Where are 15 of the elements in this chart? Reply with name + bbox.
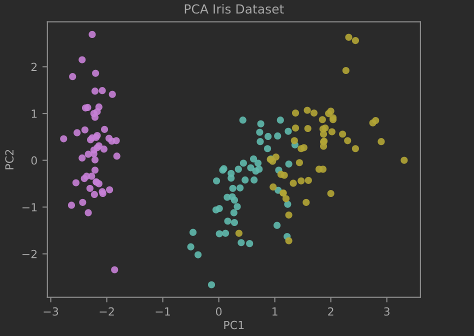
x-tick-label: 3	[384, 307, 390, 316]
x-axis-title: PC1	[224, 320, 244, 330]
chart-title: PCA Iris Dataset	[184, 4, 284, 14]
y-tick-label: −2	[22, 250, 37, 258]
x-tick-label: 2	[328, 307, 334, 316]
x-tick-label: −3	[44, 307, 58, 316]
x-tick-label: 0	[216, 307, 222, 316]
y-axis-title: PC2	[5, 150, 14, 170]
x-tick-label: −1	[156, 307, 170, 316]
y-tick-label: 2	[31, 62, 37, 71]
y-tick-label: 1	[32, 110, 37, 118]
x-tick-label: 1	[272, 307, 278, 316]
x-tick-label: −2	[100, 307, 114, 316]
y-tick-label: −1	[22, 203, 37, 212]
y-tick-label: 0	[31, 156, 37, 165]
